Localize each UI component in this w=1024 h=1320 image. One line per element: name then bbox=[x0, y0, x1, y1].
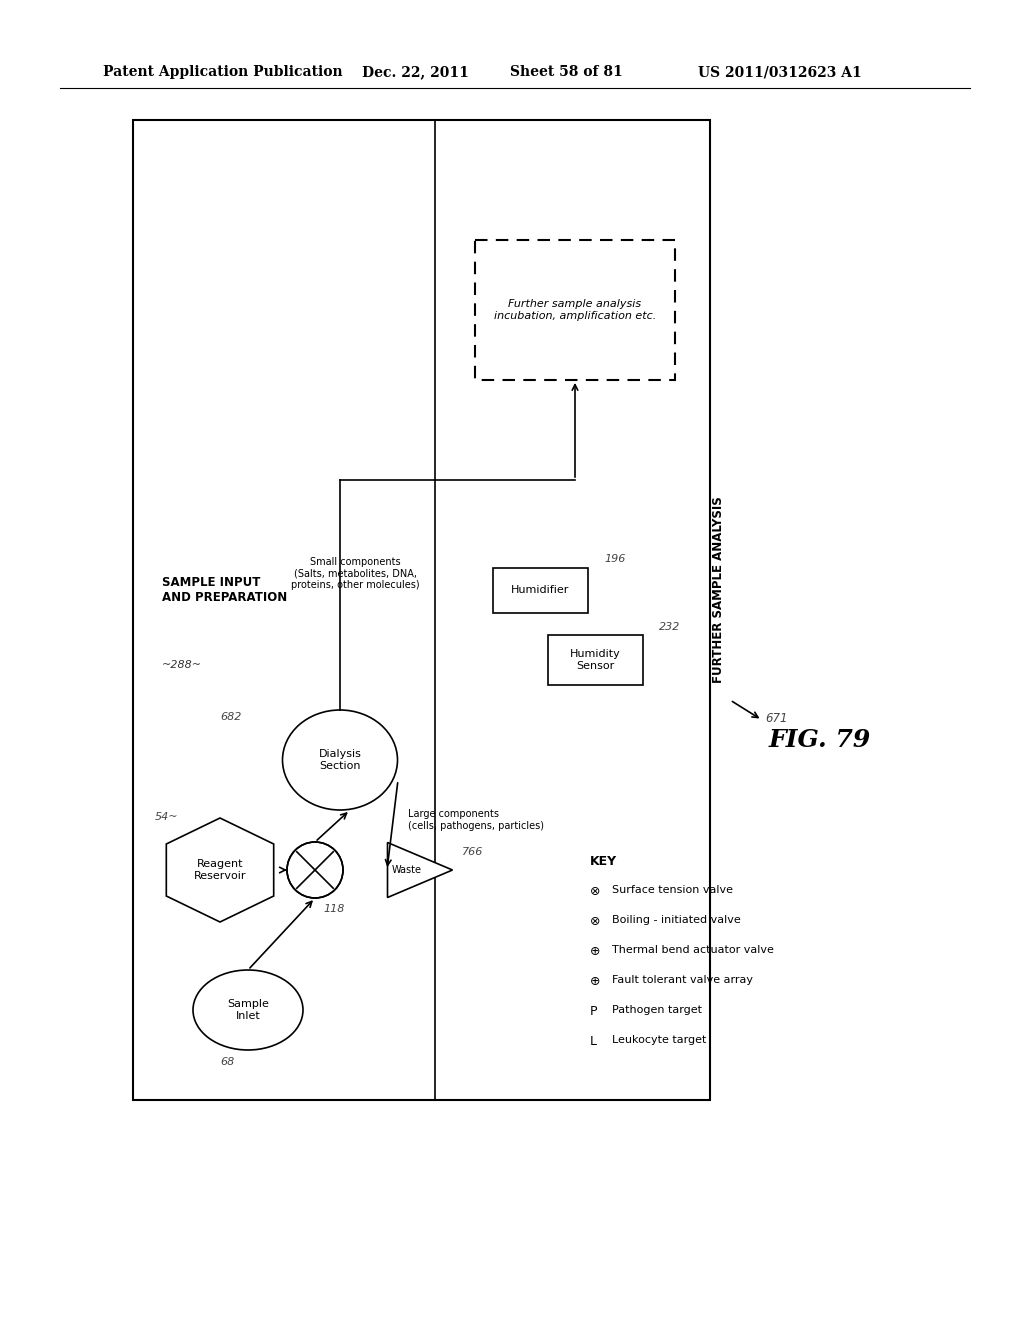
Text: Humidity
Sensor: Humidity Sensor bbox=[569, 649, 621, 671]
Text: ⊗: ⊗ bbox=[590, 884, 600, 898]
Bar bbox=[133, 120, 710, 1100]
Text: FURTHER SAMPLE ANALYSIS: FURTHER SAMPLE ANALYSIS bbox=[712, 496, 725, 684]
Text: Patent Application Publication: Patent Application Publication bbox=[103, 65, 343, 79]
Text: ⊕: ⊕ bbox=[590, 945, 600, 958]
Text: Reagent
Reservoir: Reagent Reservoir bbox=[194, 859, 246, 880]
Text: L: L bbox=[590, 1035, 597, 1048]
Text: Leukocyte target: Leukocyte target bbox=[612, 1035, 707, 1045]
Text: Thermal bend actuator valve: Thermal bend actuator valve bbox=[612, 945, 774, 954]
Circle shape bbox=[287, 842, 343, 898]
Text: 68: 68 bbox=[220, 1057, 234, 1067]
Bar bbox=[493, 568, 588, 612]
Text: ~684~: ~684~ bbox=[636, 275, 676, 285]
Text: 118: 118 bbox=[323, 904, 344, 913]
Text: P: P bbox=[590, 1005, 597, 1018]
Text: Large components
(cells, pathogens, particles): Large components (cells, pathogens, part… bbox=[408, 809, 544, 830]
Text: SAMPLE INPUT
AND PREPARATION: SAMPLE INPUT AND PREPARATION bbox=[162, 576, 288, 605]
Ellipse shape bbox=[193, 970, 303, 1049]
Text: ⊕: ⊕ bbox=[590, 975, 600, 987]
Text: Fault tolerant valve array: Fault tolerant valve array bbox=[612, 975, 753, 985]
Bar bbox=[548, 635, 642, 685]
Text: 682: 682 bbox=[220, 711, 242, 722]
Text: Pathogen target: Pathogen target bbox=[612, 1005, 702, 1015]
Bar bbox=[475, 240, 675, 380]
Polygon shape bbox=[166, 818, 273, 921]
Text: Humidifier: Humidifier bbox=[511, 585, 569, 595]
Text: Further sample analysis
incubation, amplification etc.: Further sample analysis incubation, ampl… bbox=[494, 300, 656, 321]
Text: 54~: 54~ bbox=[155, 812, 178, 822]
Text: FIG. 79: FIG. 79 bbox=[769, 729, 871, 752]
Text: 232: 232 bbox=[659, 622, 680, 632]
Text: 766: 766 bbox=[462, 847, 483, 857]
Text: 196: 196 bbox=[604, 554, 626, 564]
Text: 671: 671 bbox=[765, 711, 787, 725]
Text: ~288~: ~288~ bbox=[162, 660, 202, 671]
Text: Boiling - initiated valve: Boiling - initiated valve bbox=[612, 915, 740, 925]
Polygon shape bbox=[387, 842, 453, 898]
Text: Small components
(Salts, metabolites, DNA,
proteins, other molecules): Small components (Salts, metabolites, DN… bbox=[291, 557, 419, 590]
Text: Surface tension valve: Surface tension valve bbox=[612, 884, 733, 895]
Text: Sheet 58 of 81: Sheet 58 of 81 bbox=[510, 65, 623, 79]
Text: Sample
Inlet: Sample Inlet bbox=[227, 999, 269, 1020]
Text: US 2011/0312623 A1: US 2011/0312623 A1 bbox=[698, 65, 862, 79]
Text: Dialysis
Section: Dialysis Section bbox=[318, 750, 361, 771]
Text: Dec. 22, 2011: Dec. 22, 2011 bbox=[362, 65, 469, 79]
Ellipse shape bbox=[283, 710, 397, 810]
Text: KEY: KEY bbox=[590, 855, 617, 869]
Text: ⊗: ⊗ bbox=[590, 915, 600, 928]
Text: Waste: Waste bbox=[392, 865, 422, 875]
